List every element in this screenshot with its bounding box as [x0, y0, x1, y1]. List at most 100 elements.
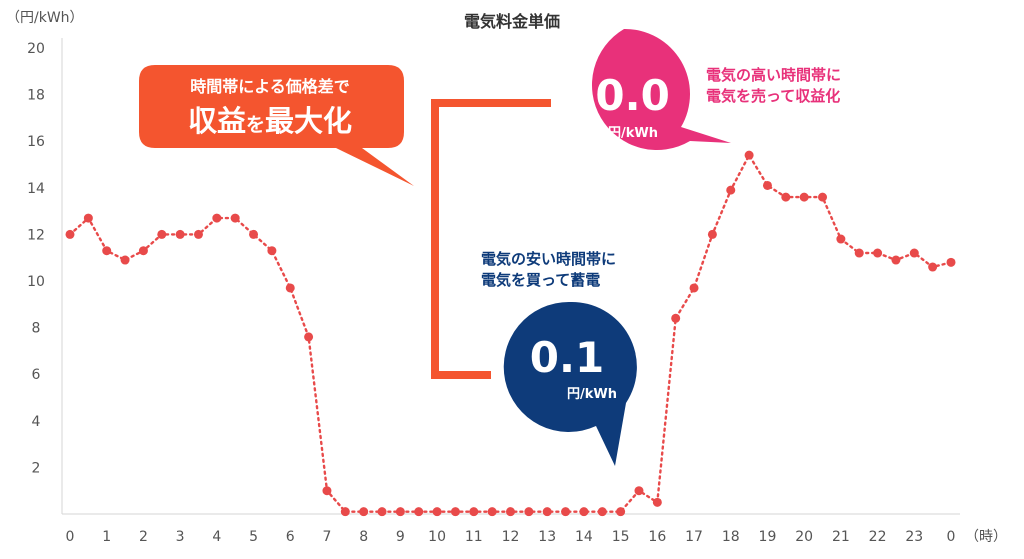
price-point	[432, 507, 442, 517]
low-price-note-line1: 電気の安い時間帯に	[481, 250, 616, 268]
x-axis-label: （時）	[965, 529, 1007, 545]
y-axis-label: （円/kWh）	[6, 10, 84, 26]
x-tick-label: 13	[538, 529, 556, 545]
chart-title: 電気料金単価	[464, 12, 560, 31]
high-price-note-line1: 電気の高い時間帯に	[706, 66, 841, 84]
y-tick-label: 20	[27, 41, 45, 57]
price-point	[928, 262, 938, 272]
price-point	[212, 213, 222, 223]
price-point	[799, 192, 809, 202]
x-tick-label: 6	[286, 529, 295, 545]
x-tick-label: 0	[66, 529, 75, 545]
x-tick-label: 8	[359, 529, 368, 545]
price-point	[818, 192, 828, 202]
price-point	[138, 246, 148, 256]
price-point	[542, 507, 552, 517]
x-tick-label: 14	[575, 529, 593, 545]
price-gap-bracket	[431, 99, 551, 379]
y-tick-label: 2	[32, 460, 41, 476]
x-tick-labels: 0 1 2 3 4 5 6 7 8 9 10 11 12 13 14 15 16 17 18 19 20 21 22 23 0	[66, 529, 956, 545]
high-price-value: 20.0	[566, 71, 670, 120]
price-point	[487, 507, 497, 517]
y-tick-label: 14	[27, 181, 45, 197]
x-tick-label: 5	[249, 529, 258, 545]
x-tick-label: 17	[685, 529, 703, 545]
x-tick-label: 1	[102, 529, 111, 545]
high-price-callout: 20.0 円/kWh 電気の高い時間帯に 電気を売って収益化	[566, 28, 841, 151]
low-price-callout: 0.1 円/kWh 電気の安い時間帯に 電気を買って蓄電	[481, 250, 637, 466]
price-point	[157, 229, 167, 239]
price-series-line	[68, 152, 953, 513]
x-tick-label: 23	[905, 529, 923, 545]
profit-callout-particle: を	[246, 114, 265, 136]
y-tick-labels: 2 4 6 8 10 12 14 16 18 20	[27, 41, 45, 476]
profit-callout: 時間帯による価格差で 収益を最大化	[139, 65, 414, 186]
price-point	[579, 507, 589, 517]
x-tick-label: 3	[176, 529, 185, 545]
x-tick-label: 16	[648, 529, 666, 545]
high-price-bubble	[591, 28, 731, 151]
price-point	[854, 248, 864, 258]
price-point	[377, 507, 387, 517]
price-point	[561, 507, 571, 517]
price-point	[230, 213, 240, 223]
price-point	[597, 507, 607, 517]
x-tick-label: 15	[612, 529, 630, 545]
x-tick-label: 21	[832, 529, 850, 545]
price-point	[762, 180, 772, 190]
high-price-unit: 円/kWh	[608, 126, 658, 141]
price-point	[616, 507, 626, 517]
price-point	[744, 150, 754, 160]
price-point	[414, 507, 424, 517]
price-point	[340, 507, 350, 517]
profit-callout-word-profit: 収益	[188, 104, 246, 138]
price-series-points	[65, 150, 956, 517]
low-price-value: 0.1	[530, 333, 604, 382]
price-point	[836, 234, 846, 244]
price-point	[322, 486, 332, 496]
price-point	[524, 507, 534, 517]
price-point	[450, 507, 460, 517]
x-tick-label: 0	[947, 529, 956, 545]
x-tick-label: 10	[428, 529, 446, 545]
price-point	[946, 257, 956, 267]
price-point	[707, 229, 717, 239]
high-price-note-line2: 電気を売って収益化	[706, 87, 840, 105]
price-point	[781, 192, 791, 202]
y-tick-label: 4	[32, 414, 41, 430]
x-tick-label: 4	[212, 529, 221, 545]
price-point	[726, 185, 736, 195]
price-point	[102, 246, 112, 256]
x-tick-label: 2	[139, 529, 148, 545]
price-point	[83, 213, 93, 223]
price-point	[120, 255, 130, 265]
y-tick-label: 16	[27, 134, 45, 150]
price-point	[249, 229, 259, 239]
y-tick-label: 8	[32, 321, 41, 337]
y-tick-label: 10	[27, 274, 45, 290]
y-tick-label: 6	[32, 367, 41, 383]
low-price-unit: 円/kWh	[567, 387, 617, 402]
profit-callout-line2: 収益を最大化	[188, 104, 352, 138]
price-point	[359, 507, 369, 517]
price-point	[285, 283, 295, 293]
profit-callout-line1: 時間帯による価格差で	[190, 77, 350, 96]
x-tick-label: 19	[759, 529, 777, 545]
x-tick-label: 11	[465, 529, 483, 545]
profit-callout-bubble	[139, 65, 414, 186]
price-point	[304, 332, 314, 342]
x-tick-label: 9	[396, 529, 405, 545]
low-price-bubble	[503, 301, 637, 466]
price-point	[175, 229, 185, 239]
price-point	[193, 229, 203, 239]
price-point	[671, 313, 681, 323]
x-tick-label: 20	[795, 529, 813, 545]
price-point	[652, 497, 662, 507]
price-point	[689, 283, 699, 293]
x-tick-label: 12	[502, 529, 520, 545]
price-point	[891, 255, 901, 265]
price-point	[634, 486, 644, 496]
price-point	[267, 246, 277, 256]
